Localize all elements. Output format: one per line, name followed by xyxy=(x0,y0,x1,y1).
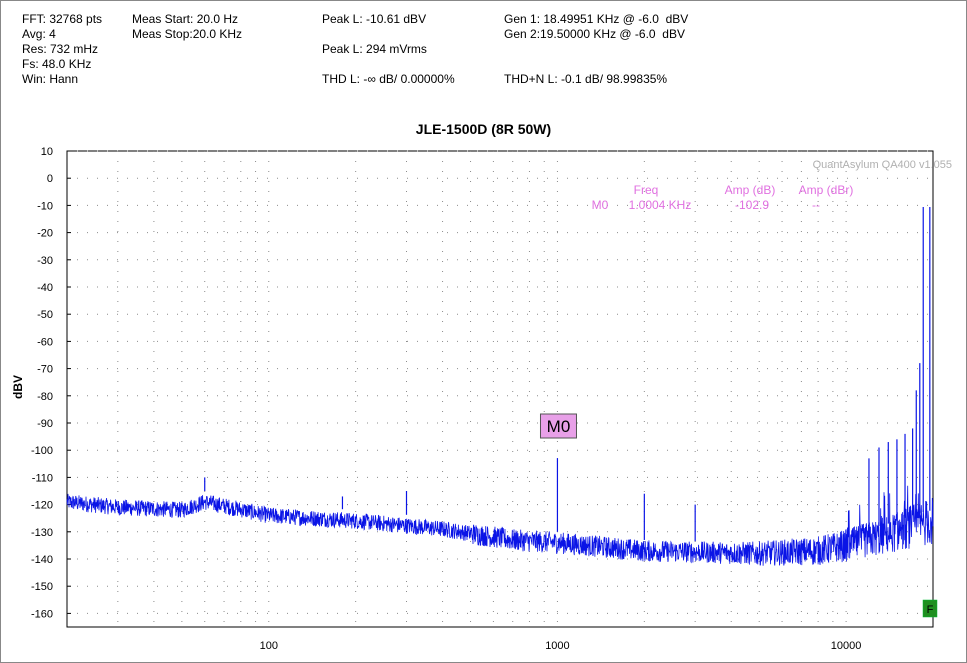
y-tick-label: 10 xyxy=(41,146,53,158)
y-tick-label: -20 xyxy=(37,228,53,240)
f-badge-box[interactable] xyxy=(922,599,938,618)
y-tick-label: -50 xyxy=(37,309,53,321)
marker-table-header-freq: Freq xyxy=(634,183,659,197)
stat-res: Res: 732 mHz xyxy=(22,42,99,56)
spectrum-trace xyxy=(66,485,934,566)
spectral-peaks xyxy=(204,207,931,542)
y-tick-label: -130 xyxy=(31,527,53,539)
y-tick-label: -40 xyxy=(37,282,53,294)
marker-table-header-amp-dbr: Amp (dBr) xyxy=(799,183,854,197)
stat-peak-l-dbv: Peak L: -10.61 dBV xyxy=(322,12,427,26)
marker-table: Freq Amp (dB) Amp (dBr) M0 1.0004 KHz -1… xyxy=(592,183,854,212)
f-badge-label: F xyxy=(927,604,934,616)
y-tick-labels: 10 0 -10 -20 -30 -40 -50 -60 -70 -80 -90 -100 -110 -1… xyxy=(31,146,53,620)
marker-table-header-amp-db: Amp (dB) xyxy=(725,183,776,197)
y-tick-label: -140 xyxy=(31,554,53,566)
x-tick-labels: 100 1000 10000 xyxy=(260,640,862,652)
y-tick-label: -90 xyxy=(37,418,53,430)
y-tick-label: -120 xyxy=(31,500,53,512)
y-tick-label: -60 xyxy=(37,336,53,348)
stat-meas-stop: Meas Stop:20.0 KHz xyxy=(132,27,243,41)
y-tick-label: -70 xyxy=(37,364,53,376)
stat-gen2: Gen 2:19.50000 KHz @ -6.0 dBV xyxy=(504,27,685,41)
stat-meas-start: Meas Start: 20.0 Hz xyxy=(132,12,239,26)
y-tick-label: -80 xyxy=(37,391,53,403)
stat-gen1: Gen 1: 18.49951 KHz @ -6.0 dBV xyxy=(504,12,689,26)
y-tick-label: -110 xyxy=(32,472,53,484)
watermark-text: QuantAsylum QA400 v1.055 xyxy=(813,159,952,171)
y-tick-label: -30 xyxy=(37,255,53,267)
f-badge[interactable]: F xyxy=(922,599,938,618)
marker-table-row-amp-dbr: -- xyxy=(812,198,820,212)
y-tick-label: 0 xyxy=(47,173,53,185)
stat-thd-l: THD L: -∞ dB/ 0.00000% xyxy=(322,72,455,86)
marker-m0-box[interactable] xyxy=(539,413,577,439)
marker-m0-label: M0 xyxy=(547,417,571,436)
stat-avg: Avg: 4 xyxy=(22,27,56,41)
chart-title: JLE-1500D (8R 50W) xyxy=(415,121,552,137)
stat-win: Win: Hann xyxy=(22,72,79,86)
x-tick-label: 1000 xyxy=(545,640,569,652)
y-tick-label: -150 xyxy=(31,581,53,593)
stat-thdn-l: THD+N L: -0.1 dB/ 98.99835% xyxy=(504,72,668,86)
stat-fs: Fs: 48.0 KHz xyxy=(22,57,92,71)
x-tick-label: 10000 xyxy=(831,640,862,652)
plot-area[interactable] xyxy=(66,150,934,628)
marker-m0[interactable]: M0 xyxy=(539,413,577,439)
stat-fft: FFT: 32768 pts xyxy=(22,12,103,26)
stat-peak-l-mvrms: Peak L: 294 mVrms xyxy=(322,42,427,56)
marker-table-row-amp-db: -102.9 xyxy=(735,198,769,212)
marker-table-row-freq: 1.0004 KHz xyxy=(629,198,692,212)
y-tick-label: -100 xyxy=(31,445,53,457)
y-tick-label: -10 xyxy=(37,200,53,212)
marker-table-row-name: M0 xyxy=(592,198,609,212)
y-tick-label: -160 xyxy=(31,608,53,620)
x-tick-label: 100 xyxy=(260,640,278,652)
